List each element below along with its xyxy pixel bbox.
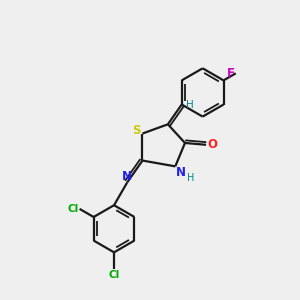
Text: N: N [176,166,186,179]
Text: Cl: Cl [108,270,120,280]
Text: F: F [226,67,235,80]
Text: S: S [132,124,140,136]
Text: O: O [208,138,218,151]
Text: H: H [186,100,194,110]
Text: N: N [122,170,132,183]
Text: H: H [187,172,194,182]
Text: Cl: Cl [68,204,79,214]
